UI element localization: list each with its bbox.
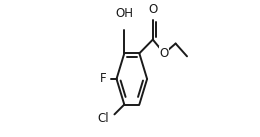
Text: OH: OH xyxy=(115,7,133,20)
Text: F: F xyxy=(100,72,107,85)
Text: O: O xyxy=(160,47,169,60)
Text: Cl: Cl xyxy=(98,112,109,125)
Text: O: O xyxy=(148,3,158,16)
